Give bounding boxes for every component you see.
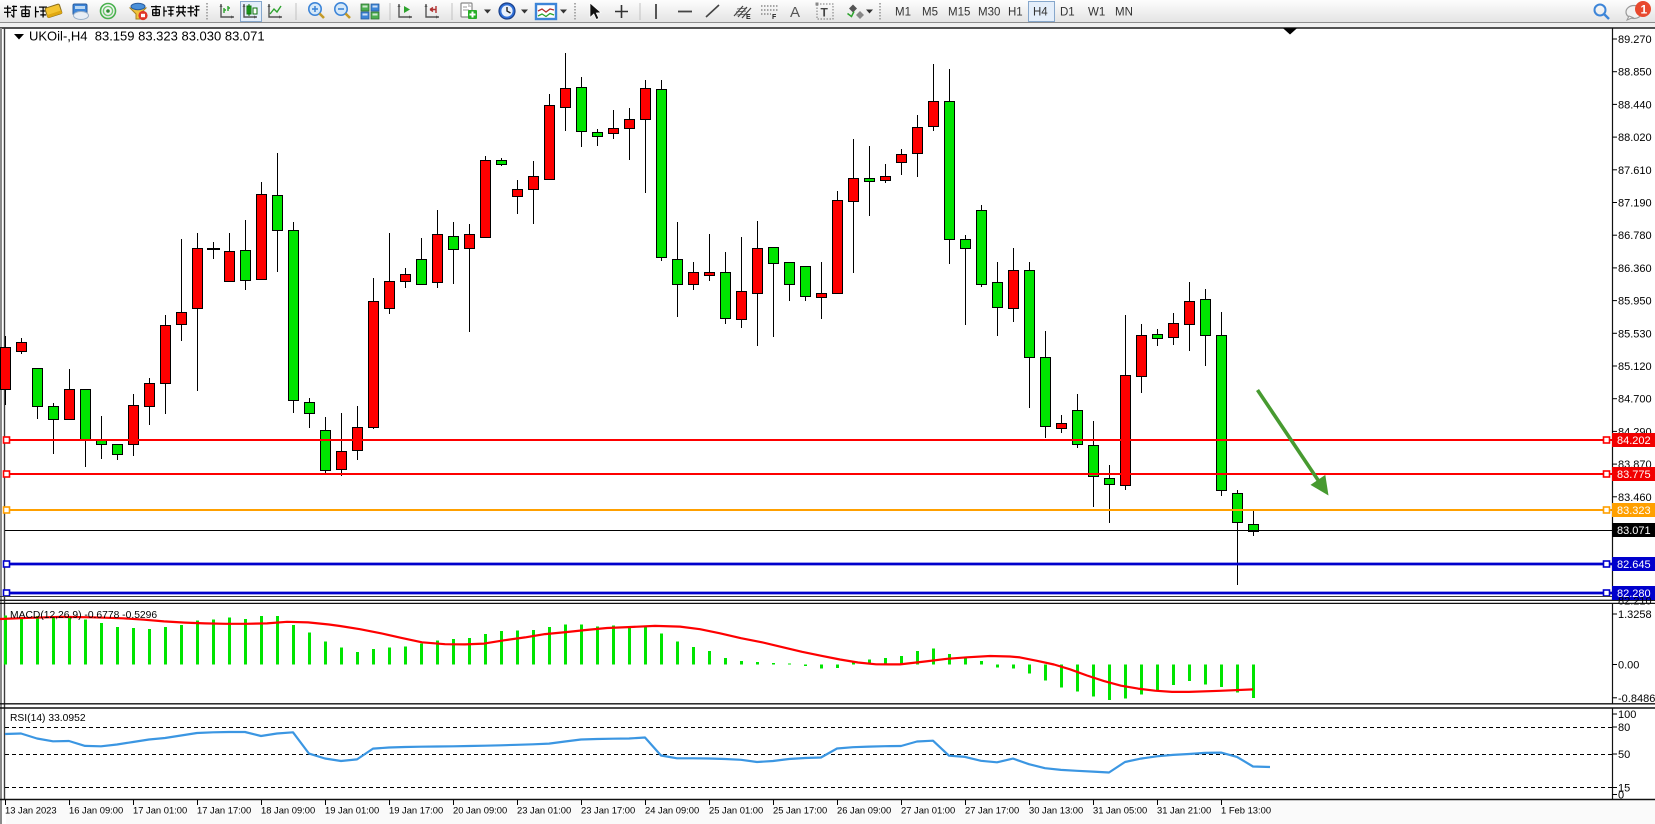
svg-text:F: F	[772, 14, 777, 21]
svg-text:MACD(12,26,9) -0.6778 -0.5296: MACD(12,26,9) -0.6778 -0.5296	[10, 610, 157, 621]
svg-text:1.3258: 1.3258	[1618, 609, 1652, 621]
svg-text:85.950: 85.950	[1618, 296, 1652, 308]
svg-text:24 Jan 09:00: 24 Jan 09:00	[645, 805, 699, 816]
svg-text:25 Jan 17:00: 25 Jan 17:00	[773, 805, 827, 816]
svg-text:1: 1	[1641, 3, 1648, 17]
svg-text:27 Jan 17:00: 27 Jan 17:00	[965, 805, 1019, 816]
svg-text:83.775: 83.775	[1617, 469, 1651, 481]
svg-text:27 Jan 01:00: 27 Jan 01:00	[901, 805, 955, 816]
svg-text:88.440: 88.440	[1618, 99, 1652, 111]
svg-text:M30: M30	[978, 7, 1000, 19]
svg-text:100: 100	[1618, 709, 1636, 721]
svg-text:26 Jan 09:00: 26 Jan 09:00	[837, 805, 891, 816]
svg-text:85.120: 85.120	[1618, 361, 1652, 373]
svg-text:0.00: 0.00	[1618, 660, 1639, 672]
svg-text:15: 15	[1618, 783, 1630, 795]
svg-text:UKOil-,H4 83.159 83.323 83.03: UKOil-,H4 83.159 83.323 83.030 83.071	[29, 29, 265, 44]
svg-text:84.202: 84.202	[1617, 435, 1651, 447]
svg-text:82.645: 82.645	[1617, 559, 1651, 571]
svg-text:19 Jan 17:00: 19 Jan 17:00	[389, 805, 443, 816]
svg-text:W1: W1	[1088, 7, 1105, 19]
svg-text:88.850: 88.850	[1618, 67, 1652, 79]
svg-text:23 Jan 17:00: 23 Jan 17:00	[581, 805, 635, 816]
svg-text:23 Jan 01:00: 23 Jan 01:00	[517, 805, 571, 816]
svg-text:86.780: 86.780	[1618, 230, 1652, 242]
svg-text:31 Jan 05:00: 31 Jan 05:00	[1093, 805, 1147, 816]
svg-text:82.280: 82.280	[1617, 588, 1651, 600]
svg-text:D1: D1	[1060, 7, 1075, 19]
svg-text:89.270: 89.270	[1618, 34, 1652, 46]
svg-text:18 Jan 09:00: 18 Jan 09:00	[261, 805, 315, 816]
svg-text:RSI(14) 33.0952: RSI(14) 33.0952	[10, 713, 86, 724]
svg-text:17 Jan 01:00: 17 Jan 01:00	[133, 805, 187, 816]
svg-text:85.530: 85.530	[1618, 328, 1652, 340]
svg-text:86.360: 86.360	[1618, 263, 1652, 275]
svg-text:25 Jan 01:00: 25 Jan 01:00	[709, 805, 763, 816]
svg-text:84.700: 84.700	[1618, 394, 1652, 406]
svg-text:30 Jan 13:00: 30 Jan 13:00	[1029, 805, 1083, 816]
svg-text:31 Jan 21:00: 31 Jan 21:00	[1157, 805, 1211, 816]
svg-text:50: 50	[1618, 749, 1630, 761]
svg-text:83.071: 83.071	[1617, 525, 1651, 537]
svg-text:19 Jan 01:00: 19 Jan 01:00	[325, 805, 379, 816]
svg-text:-0.8486: -0.8486	[1618, 693, 1655, 705]
svg-text:M15: M15	[948, 7, 970, 19]
svg-text:M1: M1	[895, 7, 911, 19]
svg-text:83.460: 83.460	[1618, 492, 1652, 504]
svg-text:83.323: 83.323	[1617, 505, 1651, 517]
svg-text:17 Jan 17:00: 17 Jan 17:00	[197, 805, 251, 816]
svg-text:H1: H1	[1008, 7, 1023, 19]
svg-text:1 Feb 13:00: 1 Feb 13:00	[1221, 805, 1271, 816]
svg-text:88.020: 88.020	[1618, 132, 1652, 144]
svg-text:0: 0	[1618, 790, 1624, 802]
svg-text:87.610: 87.610	[1618, 165, 1652, 177]
svg-text:H4: H4	[1033, 7, 1048, 19]
svg-text:16 Jan 09:00: 16 Jan 09:00	[69, 805, 123, 816]
svg-text:MN: MN	[1115, 7, 1133, 19]
svg-text:M5: M5	[922, 7, 938, 19]
svg-text:87.190: 87.190	[1618, 198, 1652, 210]
svg-text:20 Jan 09:00: 20 Jan 09:00	[453, 805, 507, 816]
svg-text:E: E	[746, 14, 751, 21]
svg-text:A: A	[790, 4, 800, 21]
svg-text:82.210: 82.210	[1618, 596, 1652, 608]
svg-text:T: T	[821, 6, 829, 20]
svg-text:13 Jan 2023: 13 Jan 2023	[5, 805, 57, 816]
svg-text:80: 80	[1618, 722, 1630, 734]
